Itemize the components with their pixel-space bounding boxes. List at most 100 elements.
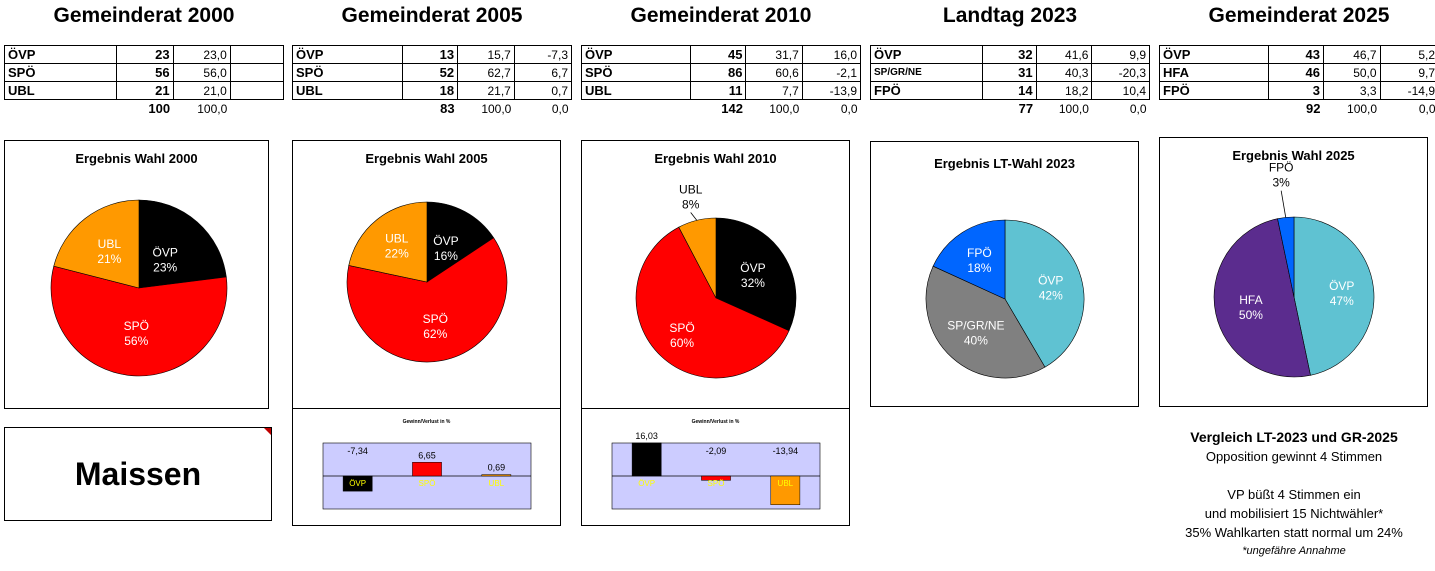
pie-slice-percent: 22% <box>385 247 409 261</box>
table-row: SPÖ 56 56,0 <box>4 63 285 82</box>
total-seats: 100 <box>148 101 171 116</box>
percent-value: 15,7 <box>457 45 515 64</box>
pie-leader-line <box>1280 190 1287 218</box>
total-spacer <box>871 100 983 118</box>
table-row: UBL 11 7,7 -13,9 <box>581 81 862 100</box>
summary-footnote: *ungefähre Annahme <box>1242 545 1346 557</box>
pie-slice-sp <box>346 237 508 363</box>
pie-slice-ubl <box>678 217 717 299</box>
total-seats: 83 <box>440 101 455 116</box>
total-percent: 100,0 <box>769 101 800 116</box>
party-name: ÖVP <box>1158 45 1270 64</box>
seats-value: 45 <box>689 45 747 64</box>
table-row: FPÖ 3 3,3 -14,9 <box>1158 81 1435 100</box>
diff-value <box>229 63 285 82</box>
table-row: ÖVP 23 23,0 <box>4 45 285 64</box>
party-name: FPÖ <box>1158 81 1270 100</box>
diff-value: 10,4 <box>1091 81 1150 100</box>
summary-line: VP büßt 4 Stimmen ein <box>1227 487 1361 502</box>
pie-slice-label: ÖVP <box>153 245 178 259</box>
percent-value: 41,6 <box>1035 45 1093 64</box>
summary-spacer <box>1158 466 1430 485</box>
diff-value: -13,9 <box>801 81 862 100</box>
table-row: SP/GR/NE 31 40,3 -20,3 <box>869 63 1150 82</box>
bar-value-label: -2,09 <box>706 446 727 456</box>
column-title: Gemeinderat 2010 <box>630 4 812 27</box>
summary-line: Opposition gewinnt 4 Stimmen <box>1205 449 1383 464</box>
pie-slice-hfa <box>1213 218 1311 378</box>
pie-slice-label: ÖVP <box>1329 279 1354 293</box>
bar-category-label: UBL <box>778 479 794 488</box>
total-spacer <box>582 100 691 118</box>
total-row: 142 100,0 0,0 <box>582 100 861 118</box>
pie-chart-title: Ergebnis LT-Wahl 2023 <box>934 156 1075 171</box>
location-box: Maissen <box>4 427 272 521</box>
summary-heading: Vergleich LT-2023 und GR-2025 <box>1190 429 1398 445</box>
total-row: 83 100,0 0,0 <box>293 100 572 118</box>
diff-value: 0,7 <box>513 81 573 100</box>
pie-slice-label: SPÖ <box>423 312 448 326</box>
percent-value: 23,0 <box>172 45 231 64</box>
pie-chart-title: Ergebnis Wahl 2010 <box>654 151 777 166</box>
diff-value: 9,9 <box>1091 45 1150 64</box>
diff-value: 16,0 <box>801 45 862 64</box>
pie-slice-ubl <box>53 199 140 289</box>
bar-chart-box: Gewinn/Verlust in % 16,03 ÖVP -2,09 SPÖ -13,… <box>581 408 850 526</box>
results-table: ÖVP 32 41,6 9,9 SP/GR/NE 31 40,3 -20,3 F… <box>869 45 1150 118</box>
column-title: Gemeinderat 2005 <box>341 4 523 27</box>
party-name: SP/GR/NE <box>869 63 984 82</box>
total-diff: 0,0 <box>551 101 569 116</box>
bar-1 <box>412 462 442 477</box>
bar-value-label: 16,03 <box>635 431 658 441</box>
pie-slice-percent: 47% <box>1330 294 1354 308</box>
seats-value: 56 <box>115 63 174 82</box>
pie-slice-sp <box>635 226 790 379</box>
total-diff: 0,0 <box>840 101 858 116</box>
comparison-summary: Vergleich LT-2023 und GR-2025 Opposition… <box>1158 428 1430 561</box>
percent-value: 21,0 <box>172 81 231 100</box>
pie-slice-percent: 21% <box>97 252 121 266</box>
pie-slice-label: ÖVP <box>740 261 765 275</box>
percent-value: 60,6 <box>745 63 803 82</box>
party-name: HFA <box>1158 63 1270 82</box>
seats-value: 14 <box>982 81 1037 100</box>
bar-chart-title: Gewinn/Verlust in % <box>402 419 451 425</box>
pie-chart-box: Ergebnis LT-Wahl 2023 ÖVP 42% SP/GR/NE 40% F… <box>870 141 1139 407</box>
diff-value: 5,2 <box>1379 45 1435 64</box>
party-name: ÖVP <box>291 45 404 64</box>
seats-value: 46 <box>1268 63 1324 82</box>
bar-category-label: SPÖ <box>419 479 436 488</box>
pie-chart-box: Ergebnis Wahl 2025 ÖVP 47% HFA 50% FPÖ 3% <box>1159 137 1428 407</box>
seats-value: 31 <box>982 63 1037 82</box>
bar-value-label: 6,65 <box>418 450 436 460</box>
diff-value: 9,7 <box>1379 63 1435 82</box>
pie-slice-percent: 16% <box>434 249 458 263</box>
pie-slice-percent: 32% <box>741 276 765 290</box>
party-name: ÖVP <box>581 45 691 64</box>
total-row: 100 100,0 <box>5 100 284 118</box>
pie-slice-vp <box>1004 219 1085 368</box>
bar-value-label: 0,69 <box>488 463 506 473</box>
bar-2 <box>481 474 512 477</box>
diff-value <box>229 45 285 64</box>
pie-chart-box: Ergebnis Wahl 2010 ÖVP 32% SPÖ 60% UBL 8% <box>581 140 850 409</box>
pie-chart-box: Ergebnis Wahl 2000 ÖVP 23% SPÖ 56% UBL 21% <box>4 140 269 409</box>
bar-category-label: ÖVP <box>638 479 655 488</box>
pie-slice-percent: 40% <box>964 333 988 347</box>
pie-slice-label: UBL <box>385 232 409 246</box>
total-percent: 100,0 <box>1058 101 1089 116</box>
party-name: ÖVP <box>4 45 117 64</box>
total-percent: 100,0 <box>1347 101 1378 116</box>
diff-value: -2,1 <box>801 63 862 82</box>
bar-chart: -7,34 ÖVP 6,65 SPÖ 0,69 UBL <box>322 442 532 510</box>
seats-value: 86 <box>689 63 747 82</box>
total-diff <box>230 100 283 118</box>
table-row: FPÖ 14 18,2 10,4 <box>869 81 1150 100</box>
pie-slice-label: FPÖ <box>967 246 992 260</box>
total-diff: 0,0 <box>1129 101 1147 116</box>
party-name: ÖVP <box>869 45 984 64</box>
pie-slice-percent: 56% <box>124 334 148 348</box>
pie-slice-percent: 62% <box>423 327 447 341</box>
